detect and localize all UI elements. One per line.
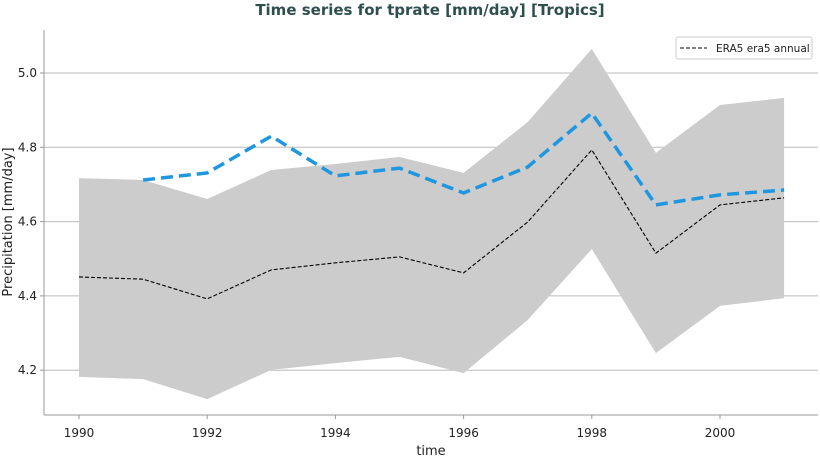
- chart-title: Time series for tprate [mm/day] [Tropics…: [255, 1, 604, 19]
- x-tick-label: 1994: [320, 426, 351, 440]
- x-ticks: 1990 1992 1994 1996 1998 2000: [64, 415, 736, 440]
- x-tick-label: 1990: [64, 426, 95, 440]
- y-tick-label: 4.2: [18, 363, 37, 377]
- y-tick-label: 4.6: [18, 215, 37, 229]
- x-tick-label: 2000: [705, 426, 736, 440]
- x-axis-label: time: [416, 444, 445, 457]
- legend: ERA5 era5 annual: [675, 36, 813, 60]
- legend-label: ERA5 era5 annual: [716, 43, 810, 55]
- y-tick-label: 4.4: [18, 289, 37, 303]
- x-tick-label: 1996: [448, 426, 479, 440]
- y-tick-label: 5.0: [18, 66, 37, 80]
- series-line-era5: [78, 148, 785, 300]
- x-tick-label: 1998: [577, 426, 608, 440]
- y-tick-label: 4.8: [18, 140, 37, 154]
- y-ticks: 4.2 4.4 4.6 4.8 5.0: [18, 66, 44, 377]
- x-tick-label: 1992: [192, 426, 223, 440]
- series-line-blue: [142, 110, 785, 207]
- series-lines: [78, 110, 785, 300]
- spread-band: [79, 48, 785, 400]
- legend-box: [675, 36, 813, 60]
- y-axis-label: Precipitation [mm/day]: [1, 147, 16, 296]
